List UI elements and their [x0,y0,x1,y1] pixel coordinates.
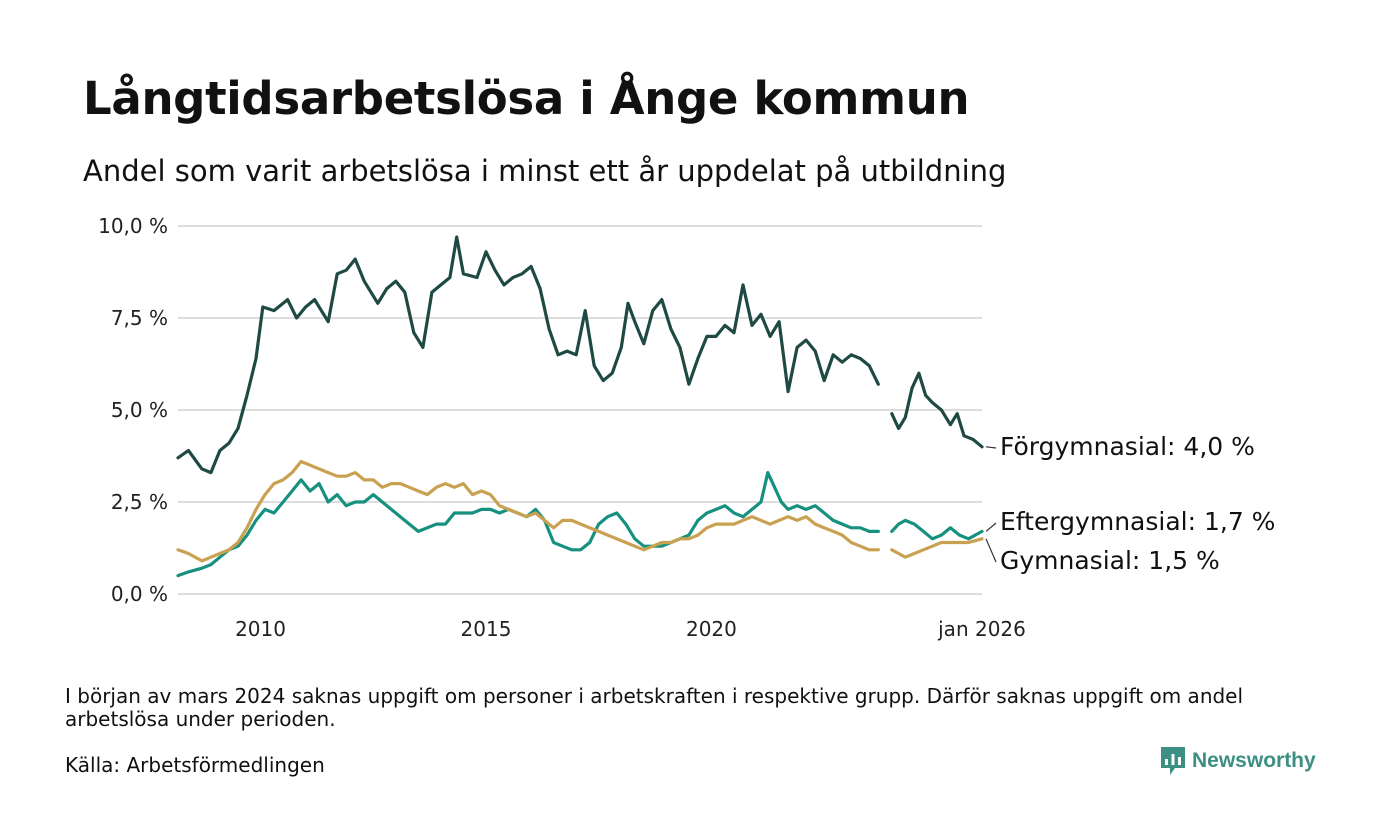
line-chart: 0,0 % 2,5 % 5,0 % 7,5 % 10,0 % 2010 2015 2020 j… [98,214,1275,641]
series-line-eftergymnasial [176,471,880,578]
chart-subtitle: Andel som varit arbetslösa i minst ett å… [83,154,1007,188]
series-line-forgymnasial [176,235,880,475]
footnote: I början av mars 2024 saknas uppgift om … [65,684,1244,731]
bar-chart-speech-bubble-icon [1161,747,1185,775]
end-label-forgymnasial: Förgymnasial: 4,0 % [1000,432,1255,461]
series-line-gymnasial [890,537,984,559]
x-tick-label: 2010 [235,617,286,641]
y-axis-ticks: 0,0 % 2,5 % 5,0 % 7,5 % 10,0 % [98,214,168,606]
x-axis-ticks: 2010 2015 2020 jan 2026 [235,617,1026,641]
source-credit: Källa: Arbetsförmedlingen [65,753,325,777]
y-tick-label: 10,0 % [98,214,168,238]
chart-title: Långtidsarbetslösa i Ånge kommun [83,72,970,125]
brand-name: Newsworthy [1192,749,1316,772]
y-tick-label: 5,0 % [111,398,168,422]
x-tick-label: 2020 [686,617,737,641]
series-line-gymnasial [176,459,880,563]
y-tick-label: 0,0 % [111,582,168,606]
end-label-gymnasial: Gymnasial: 1,5 % [1000,546,1220,575]
end-labels: Förgymnasial: 4,0 % Eftergymnasial: 1,7 %… [985,432,1275,575]
y-tick-label: 2,5 % [111,490,168,514]
y-tick-label: 7,5 % [111,306,168,330]
series-line-eftergymnasial [890,518,984,541]
label-connector [985,538,997,563]
series-line-forgymnasial [890,371,984,449]
series-lines [176,235,984,578]
x-tick-label: 2015 [461,617,512,641]
label-connector [985,522,997,532]
end-label-eftergymnasial: Eftergymnasial: 1,7 % [1000,507,1275,536]
newsworthy-logo[interactable]: Newsworthy [1160,746,1316,776]
grid-lines [178,225,982,595]
x-tick-label: jan 2026 [937,617,1026,641]
label-connector [985,446,997,449]
